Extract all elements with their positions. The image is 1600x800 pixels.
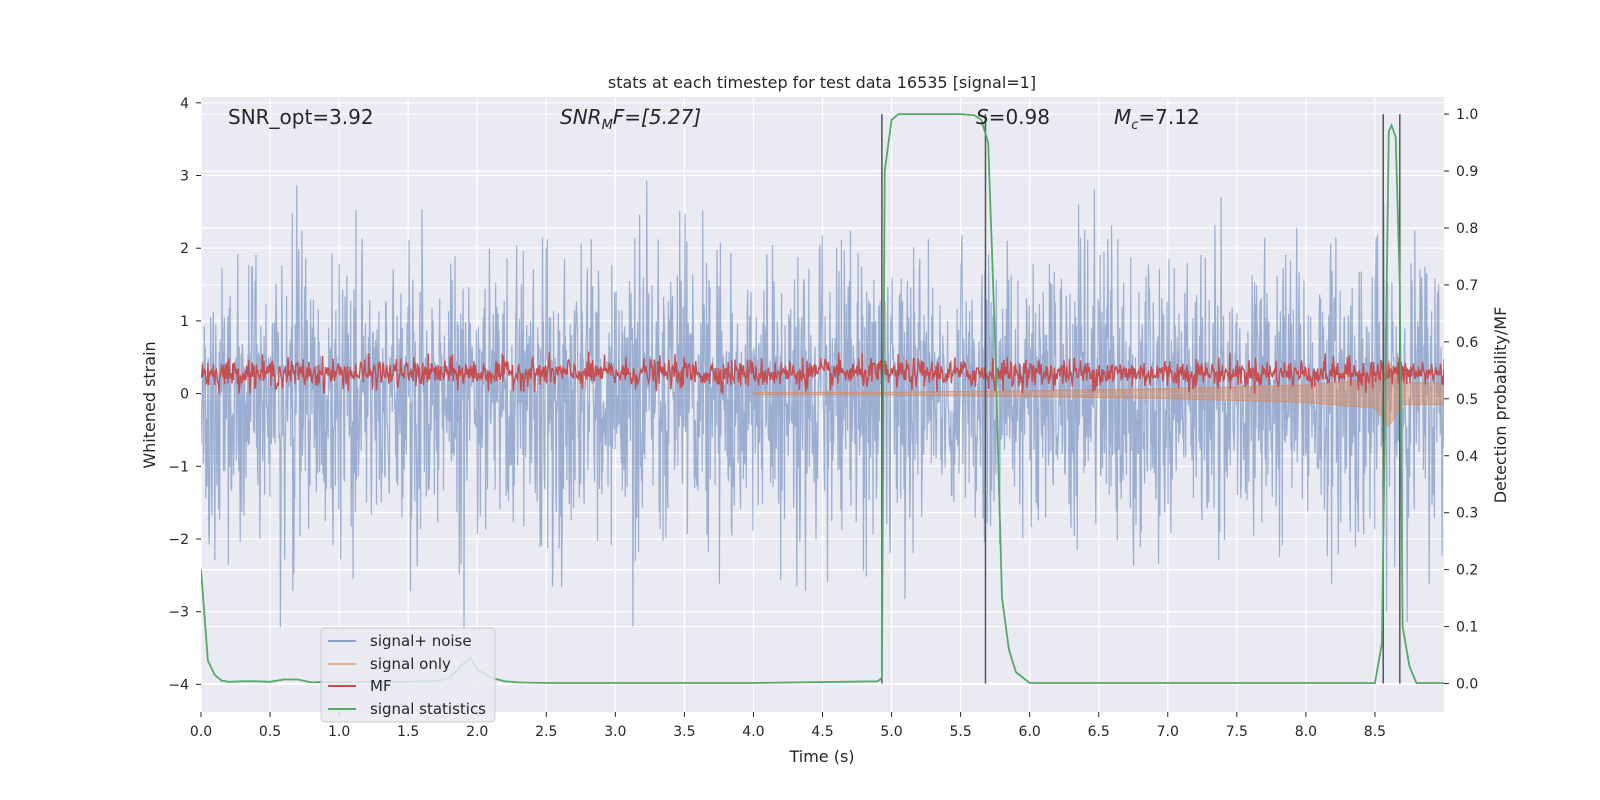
y-left-tick-label: 2 [180,241,189,257]
annotation-s-label: S [976,105,989,129]
x-tick-label: 1.5 [397,724,419,740]
annotation-mc-sub: c [1131,118,1138,133]
y-right-tick-label: 0.3 [1456,506,1478,522]
y-left-tick-label: 0 [180,387,189,403]
y-left-tick-label: 4 [180,96,189,112]
legend: signal+ noise signal only MF signal stat… [320,627,496,723]
x-tick-label: 5.5 [949,724,971,740]
y-left-tick-label: −1 [168,459,189,475]
legend-box [320,627,496,723]
x-tick-label: 6.5 [1088,724,1110,740]
y-right-tick-label: 0.0 [1456,677,1478,693]
annotation-snr-mf: SNRMF=[5.27] [560,105,701,133]
x-tick-label: 3.0 [604,724,626,740]
x-tick-labels: 0.0 0.5 1.0 1.5 2.0 2.5 3.0 3.5 4.0 4.5 5.0 5.5 6.0 6… [190,712,1386,740]
x-tick-label: 0.0 [190,724,212,740]
y-axis-label-right: Detection probability/MF [1491,307,1510,504]
x-tick-label: 3.5 [673,724,695,740]
data-layer [201,113,1444,684]
y-right-tick-label: 0.9 [1456,164,1478,180]
annotation-mc-value: =7.12 [1138,105,1199,129]
y-right-tick-labels: 1.0 0.9 0.8 0.7 0.6 0.5 0.4 0.3 0.2 0.1 0.0 [1444,107,1478,693]
y-right-tick-label: 0.4 [1456,449,1478,465]
y-right-tick-label: 0.5 [1456,392,1478,408]
series-signal-statistics [201,113,1444,684]
annotation-snr-mf-sub: M [602,118,613,133]
y-right-tick-label: 0.2 [1456,563,1478,579]
y-left-tick-label: −3 [168,605,189,621]
series-signal-only [752,360,1444,428]
x-tick-label: 7.5 [1226,724,1248,740]
x-tick-label: 4.5 [811,724,833,740]
y-right-tick-label: 0.8 [1456,221,1478,237]
annotation-snr-mf-label: SNR [560,105,602,129]
y-left-tick-label: 1 [180,314,189,330]
legend-label-signal-only: signal only [370,655,451,673]
y-left-tick-labels: 4 3 2 1 0 −1 −2 −3 −4 [168,96,201,693]
annotation-s: S=0.98 [976,105,1050,129]
y-left-tick-label: −4 [168,677,189,693]
annotation-mc-label: M [1114,105,1131,129]
legend-label-signal-noise: signal+ noise [370,632,472,650]
annotation-snr-mf-value: F=[5.27] [613,105,701,129]
x-axis-label: Time (s) [788,747,854,766]
x-tick-label: 2.5 [535,724,557,740]
y-axis-label-left: Whitened strain [140,341,159,468]
legend-label-mf: MF [370,677,392,695]
y-left-tick-label: −2 [168,532,189,548]
annotation-mc: Mc=7.12 [1114,105,1200,133]
chart-title: stats at each timestep for test data 165… [608,73,1036,92]
series-mf [201,351,1444,394]
x-tick-label: 1.0 [328,724,350,740]
x-tick-label: 4.0 [742,724,764,740]
y-right-tick-label: 0.7 [1456,278,1478,294]
x-tick-label: 8.5 [1364,724,1386,740]
series-signal-noise [201,180,1444,638]
x-tick-label: 0.5 [259,724,281,740]
legend-label-signal-statistics: signal statistics [370,700,486,718]
annotation-s-value: =0.98 [989,105,1050,129]
annotation-snr-opt: SNR_opt=3.92 [228,105,374,129]
y-left-tick-label: 3 [180,169,189,185]
y-right-tick-label: 1.0 [1456,107,1478,123]
x-tick-label: 6.0 [1019,724,1041,740]
x-tick-label: 7.0 [1157,724,1179,740]
x-tick-label: 5.0 [880,724,902,740]
y-right-tick-label: 0.1 [1456,620,1478,636]
y-right-tick-label: 0.6 [1456,335,1478,351]
x-tick-label: 8.0 [1295,724,1317,740]
x-tick-label: 2.0 [466,724,488,740]
